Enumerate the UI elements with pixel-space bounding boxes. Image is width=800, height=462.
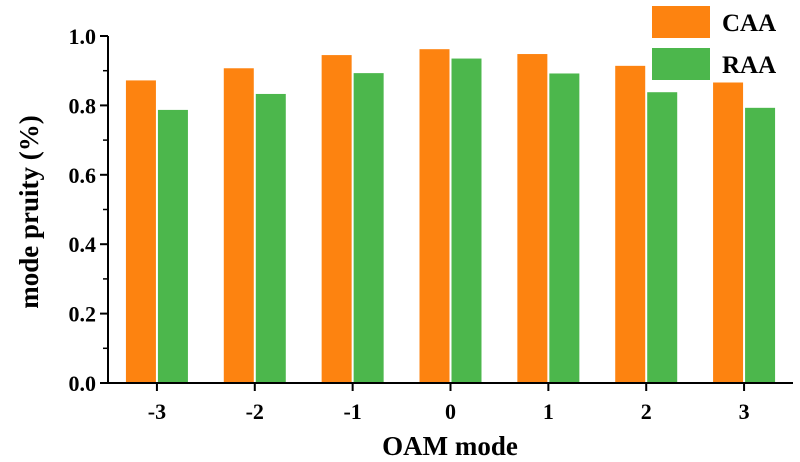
bar-caa--3 [125, 80, 156, 383]
x-tick-label: 2 [641, 399, 652, 424]
x-tick-label: -1 [343, 399, 361, 424]
x-tick-label: -3 [148, 399, 166, 424]
bar-raa--3 [157, 109, 188, 383]
legend-label-raa: RAA [722, 52, 776, 79]
bar-raa--2 [255, 93, 286, 383]
y-ticks-group: 0.0 0.2 0.4 0.6 0.8 1.0 [69, 24, 108, 396]
bar-caa-1 [517, 54, 548, 383]
bar-caa-3 [713, 82, 744, 384]
bar-raa-1 [549, 73, 580, 383]
legend-label-caa: CAA [722, 10, 776, 37]
bars-group [125, 49, 776, 384]
bar-caa--1 [321, 55, 352, 384]
y-tick-label: 0.2 [69, 302, 97, 327]
x-tick-label: 0 [445, 399, 456, 424]
x-tick-label: 3 [739, 399, 750, 424]
x-tick-label: -2 [246, 399, 264, 424]
y-tick-label: 0.8 [69, 93, 97, 118]
bar-raa-0 [451, 58, 482, 384]
axes-group [107, 36, 793, 384]
bar-caa-2 [615, 65, 646, 383]
y-tick-label: 0.6 [69, 163, 97, 188]
bar-raa--1 [353, 73, 384, 383]
bar-raa-3 [745, 107, 776, 383]
bar-raa-2 [647, 92, 678, 384]
y-tick-label: 0.4 [69, 232, 97, 257]
bar-caa-0 [419, 49, 450, 383]
legend-swatch-raa [652, 48, 710, 80]
legend-swatch-caa [652, 6, 710, 38]
x-axis-title: OAM mode [382, 431, 518, 461]
y-axis-title: mode pruity (%) [14, 115, 44, 308]
y-tick-label: 1.0 [69, 24, 97, 49]
y-tick-label: 0.0 [69, 371, 97, 396]
x-tick-label: 1 [543, 399, 554, 424]
bar-caa--2 [223, 68, 254, 384]
legend: CAA RAA [652, 6, 776, 80]
x-ticks-group: -3 -2 -1 0 1 2 3 [148, 383, 750, 424]
